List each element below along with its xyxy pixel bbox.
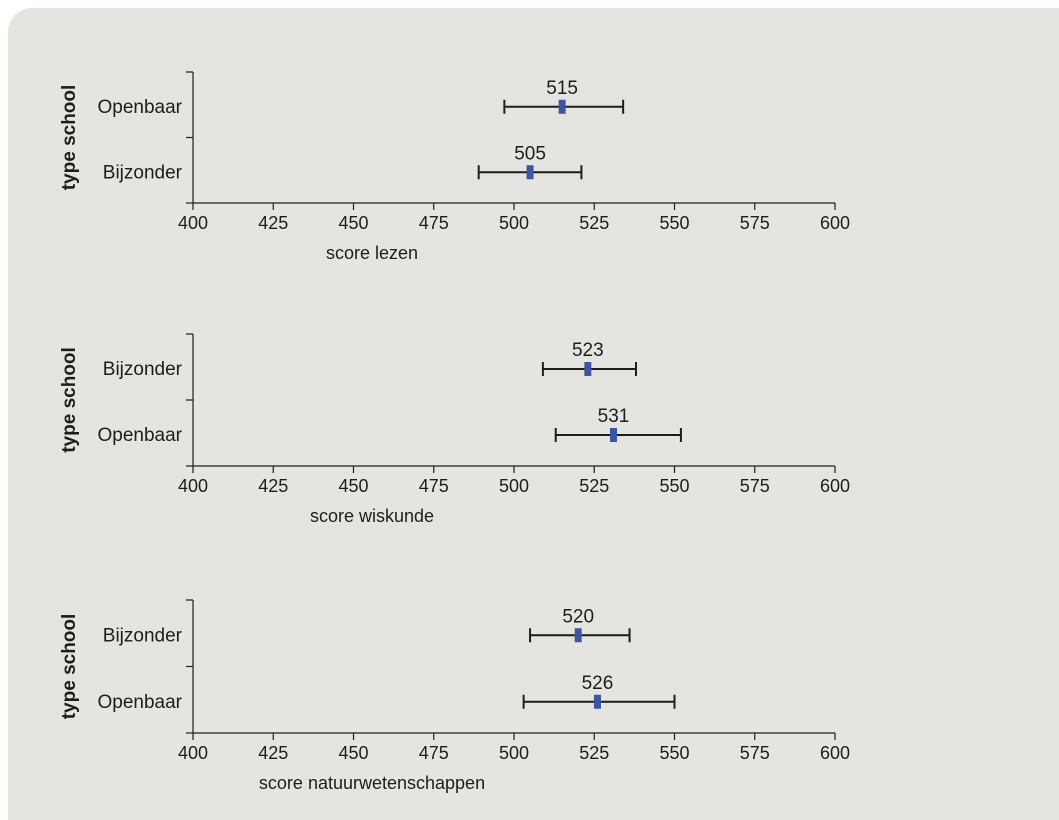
category-label: Bijzonder xyxy=(103,359,183,380)
chart-3: type school 400 425 450 475 500 525 550 575 600 sc… xyxy=(59,599,850,793)
x-tick-label: 525 xyxy=(579,743,609,763)
chart-2: type school 400 425 450 475 500 525 550 575 600 sc… xyxy=(59,333,850,526)
x-tick-label: 550 xyxy=(659,743,689,763)
value-label: 531 xyxy=(598,406,630,427)
x-tick-label: 425 xyxy=(258,743,288,763)
x-tick-label: 450 xyxy=(338,213,368,233)
x-tick-label: 600 xyxy=(820,476,850,496)
value-label: 526 xyxy=(582,673,614,694)
category-label: Openbaar xyxy=(97,692,182,713)
x-tick-label: 600 xyxy=(820,743,850,763)
x-tick-label: 425 xyxy=(258,213,288,233)
x-tick-label: 400 xyxy=(178,743,208,763)
x-tick-label: 575 xyxy=(740,476,770,496)
chart-1: type school 400 425 450 475 500 525 550 575 600 sc… xyxy=(59,71,850,263)
x-tick-label: 525 xyxy=(579,476,609,496)
mean-marker xyxy=(574,628,582,643)
x-tick-label: 450 xyxy=(338,476,368,496)
x-tick-label: 550 xyxy=(659,476,689,496)
x-tick-label: 450 xyxy=(338,743,368,763)
x-tick-label: 550 xyxy=(659,213,689,233)
x-tick-label: 500 xyxy=(499,743,529,763)
x-tick-label: 475 xyxy=(419,743,449,763)
y-axis-label: type school xyxy=(59,85,80,191)
x-tick-label: 475 xyxy=(419,213,449,233)
value-label: 505 xyxy=(514,143,546,164)
category-label: Bijzonder xyxy=(103,625,183,646)
x-tick-label: 525 xyxy=(579,213,609,233)
x-tick-label: 575 xyxy=(740,743,770,763)
mean-marker xyxy=(593,694,601,709)
x-tick-label: 400 xyxy=(178,213,208,233)
x-tick-label: 575 xyxy=(740,213,770,233)
mean-marker xyxy=(584,362,592,376)
x-tick-label: 500 xyxy=(499,476,529,496)
x-tick-label: 500 xyxy=(499,213,529,233)
x-tick-label: 400 xyxy=(178,476,208,496)
chart-panel xyxy=(8,8,1059,820)
category-label: Openbaar xyxy=(97,425,182,446)
category-label: Bijzonder xyxy=(103,162,183,183)
x-tick-label: 600 xyxy=(820,213,850,233)
value-label: 523 xyxy=(572,340,604,361)
x-axis-label: score lezen xyxy=(326,243,418,263)
y-axis-label: type school xyxy=(59,347,80,453)
x-tick-label: 475 xyxy=(419,476,449,496)
x-axis-label: score wiskunde xyxy=(310,506,434,526)
x-axis-label: score natuurwetenschappen xyxy=(259,773,485,793)
mean-marker xyxy=(558,99,566,114)
value-label: 520 xyxy=(562,606,594,627)
y-axis-label: type school xyxy=(59,614,80,720)
mean-marker xyxy=(610,428,618,442)
value-label: 515 xyxy=(546,78,578,99)
category-label: Openbaar xyxy=(97,97,182,118)
mean-marker xyxy=(526,165,534,180)
x-tick-label: 425 xyxy=(258,476,288,496)
